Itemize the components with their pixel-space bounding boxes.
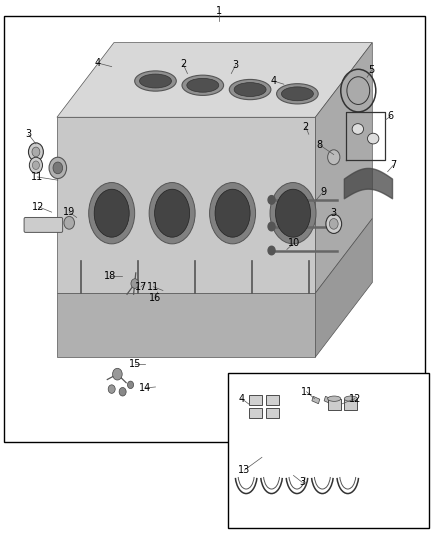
Circle shape	[329, 219, 338, 229]
Text: 11: 11	[31, 172, 43, 182]
Bar	[312, 397, 320, 403]
Circle shape	[29, 157, 42, 173]
Ellipse shape	[352, 124, 364, 134]
Ellipse shape	[215, 189, 250, 237]
Bar	[249, 395, 262, 405]
Ellipse shape	[367, 133, 379, 144]
Bar	[266, 395, 279, 405]
Circle shape	[64, 216, 74, 229]
Bar	[328, 399, 341, 410]
Ellipse shape	[134, 71, 176, 91]
Text: 11: 11	[147, 282, 159, 292]
Circle shape	[53, 162, 63, 174]
Circle shape	[328, 150, 340, 165]
Text: 2: 2	[303, 122, 309, 132]
Text: 17: 17	[135, 282, 147, 292]
Circle shape	[268, 196, 275, 204]
Text: 2: 2	[180, 59, 186, 69]
Bar	[266, 408, 279, 418]
Bar	[324, 397, 332, 403]
Text: 4: 4	[94, 58, 100, 68]
Text: 3: 3	[331, 208, 337, 218]
Text: 10: 10	[288, 238, 300, 247]
Ellipse shape	[277, 84, 318, 104]
Circle shape	[268, 222, 275, 231]
Circle shape	[268, 246, 275, 255]
Circle shape	[49, 157, 67, 179]
Text: 4: 4	[239, 394, 245, 403]
Ellipse shape	[187, 78, 219, 92]
Text: 11: 11	[300, 387, 313, 397]
Text: 12: 12	[349, 394, 361, 403]
Ellipse shape	[234, 83, 266, 96]
Text: 16: 16	[149, 294, 162, 303]
Text: 1: 1	[216, 6, 222, 15]
Text: 15: 15	[129, 359, 141, 368]
Ellipse shape	[155, 189, 190, 237]
Bar	[344, 399, 357, 410]
Ellipse shape	[344, 396, 357, 401]
Ellipse shape	[281, 87, 314, 101]
Text: 14: 14	[139, 383, 152, 393]
Circle shape	[32, 147, 40, 157]
Ellipse shape	[182, 75, 223, 95]
Ellipse shape	[88, 182, 135, 244]
Polygon shape	[57, 43, 372, 117]
Circle shape	[32, 161, 39, 169]
Text: 12: 12	[32, 202, 45, 212]
Circle shape	[108, 385, 115, 393]
Ellipse shape	[94, 189, 129, 237]
Ellipse shape	[149, 182, 195, 244]
Text: 7: 7	[390, 160, 396, 170]
Text: 6: 6	[388, 111, 394, 121]
Text: 18: 18	[104, 271, 117, 281]
Polygon shape	[57, 117, 315, 293]
Text: 8: 8	[317, 140, 323, 150]
Bar	[4, 16, 425, 442]
Circle shape	[119, 387, 126, 396]
Polygon shape	[315, 43, 372, 293]
Text: 9: 9	[320, 187, 326, 197]
Text: 13: 13	[238, 465, 251, 475]
Polygon shape	[57, 293, 315, 357]
Ellipse shape	[328, 396, 341, 401]
Circle shape	[131, 279, 139, 288]
Ellipse shape	[209, 182, 256, 244]
Text: 3: 3	[233, 60, 239, 70]
Text: 3: 3	[299, 478, 305, 487]
Circle shape	[127, 381, 134, 389]
Text: 5: 5	[368, 66, 374, 75]
Bar	[249, 408, 262, 418]
Bar	[228, 373, 429, 528]
FancyBboxPatch shape	[24, 217, 63, 232]
Text: 4: 4	[271, 76, 277, 86]
Ellipse shape	[270, 182, 316, 244]
Circle shape	[113, 368, 122, 380]
Ellipse shape	[276, 189, 311, 237]
Text: 19: 19	[63, 207, 75, 217]
Text: 3: 3	[25, 130, 32, 139]
Ellipse shape	[230, 79, 271, 100]
Circle shape	[326, 214, 342, 233]
Polygon shape	[315, 219, 372, 357]
Circle shape	[28, 143, 43, 161]
Ellipse shape	[139, 74, 171, 88]
